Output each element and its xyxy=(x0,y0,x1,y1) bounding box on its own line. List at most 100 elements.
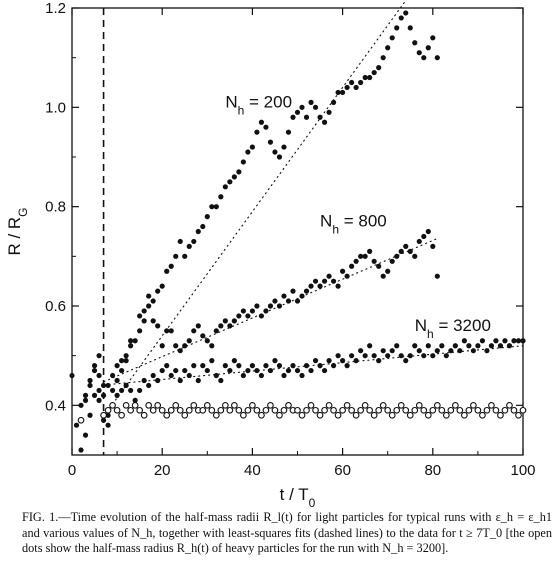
open-dot xyxy=(172,401,180,409)
open-dot xyxy=(447,406,455,414)
data-dot xyxy=(159,367,165,374)
data-dot xyxy=(380,273,386,279)
open-dot xyxy=(154,401,162,409)
data-dot xyxy=(146,293,152,299)
data-dot xyxy=(96,397,102,403)
data-dot xyxy=(294,109,301,115)
data-dot xyxy=(371,258,377,264)
open-dot xyxy=(285,401,292,409)
data-dot xyxy=(195,377,201,384)
data-dot xyxy=(227,179,233,185)
data-dot xyxy=(403,10,409,16)
open-dot xyxy=(479,411,486,419)
data-dot xyxy=(222,184,228,190)
data-dot xyxy=(87,377,93,384)
open-dot xyxy=(470,401,477,409)
data-dot xyxy=(371,353,377,359)
data-dot xyxy=(317,283,323,289)
data-dot xyxy=(416,348,422,354)
data-dot xyxy=(389,348,395,354)
data-dot xyxy=(87,382,93,389)
open-dot xyxy=(199,406,207,414)
data-dot xyxy=(398,353,404,359)
fit-line xyxy=(103,345,524,386)
series-annotation: Nh = 3200 xyxy=(415,316,491,341)
data-dot xyxy=(263,363,269,369)
data-dot xyxy=(182,367,188,374)
open-dot xyxy=(185,406,193,414)
data-dot xyxy=(141,377,147,384)
data-dot xyxy=(186,243,192,249)
open-dot xyxy=(406,411,414,419)
data-dot xyxy=(141,318,147,324)
data-dot xyxy=(78,402,84,408)
data-dot xyxy=(371,69,377,76)
open-dot xyxy=(492,406,500,414)
data-dot xyxy=(186,372,192,379)
data-dot xyxy=(475,343,481,349)
data-dot xyxy=(96,353,102,359)
data-dot xyxy=(520,338,526,344)
open-dot xyxy=(483,406,491,414)
data-dot xyxy=(407,248,413,254)
series-annotation: Nh = 800 xyxy=(320,212,387,237)
data-dot xyxy=(200,363,206,369)
data-dot xyxy=(281,372,287,379)
data-dot xyxy=(132,397,138,403)
data-dot xyxy=(443,353,449,359)
data-dot xyxy=(349,263,355,269)
data-dot xyxy=(164,328,170,334)
data-dot xyxy=(123,353,129,359)
open-dot xyxy=(208,406,216,414)
data-points xyxy=(69,10,527,453)
fit-line xyxy=(103,237,438,383)
open-dot xyxy=(122,401,130,409)
data-dot xyxy=(367,74,373,81)
data-dot xyxy=(69,372,75,379)
data-dot xyxy=(119,358,125,364)
data-dot xyxy=(173,253,179,259)
data-dot xyxy=(87,412,93,418)
data-dot xyxy=(353,358,359,364)
data-dot xyxy=(222,318,228,324)
annotations: Nh = 200 Nh = 800 Nh = 3200 xyxy=(225,92,491,341)
data-dot xyxy=(204,338,210,344)
data-dot xyxy=(254,303,260,309)
data-dot xyxy=(308,283,314,289)
x-tick-label: 100 xyxy=(510,462,535,479)
data-dot xyxy=(434,348,440,354)
data-dot xyxy=(385,353,391,359)
data-dot xyxy=(231,318,237,324)
data-dot xyxy=(281,144,287,150)
x-tick-label: 80 xyxy=(424,462,441,479)
data-dot xyxy=(412,40,418,46)
data-dot xyxy=(173,367,179,374)
data-dot xyxy=(272,149,278,155)
data-dot xyxy=(195,323,201,329)
open-dot xyxy=(316,411,324,419)
x-tick-label: 40 xyxy=(244,462,261,479)
data-dot xyxy=(249,363,255,369)
y-tick-label: 0.4 xyxy=(45,397,66,414)
data-dot xyxy=(452,343,458,349)
open-dot xyxy=(510,406,518,414)
data-dot xyxy=(479,338,486,344)
open-dot xyxy=(158,406,166,414)
open-dot xyxy=(240,411,247,419)
data-dot xyxy=(109,372,116,379)
data-dot xyxy=(362,253,368,259)
data-dot xyxy=(146,303,152,309)
data-dot xyxy=(128,387,134,394)
open-dot xyxy=(181,411,189,419)
data-dot xyxy=(137,328,143,334)
data-dot xyxy=(308,99,314,105)
data-dot xyxy=(403,358,409,364)
data-dot xyxy=(100,382,107,389)
data-dot xyxy=(132,338,138,344)
open-dot xyxy=(118,411,125,419)
open-dot xyxy=(221,401,229,409)
open-dot xyxy=(370,411,378,419)
data-dot xyxy=(173,343,179,349)
open-dot xyxy=(217,406,225,414)
open-dot xyxy=(276,411,283,419)
